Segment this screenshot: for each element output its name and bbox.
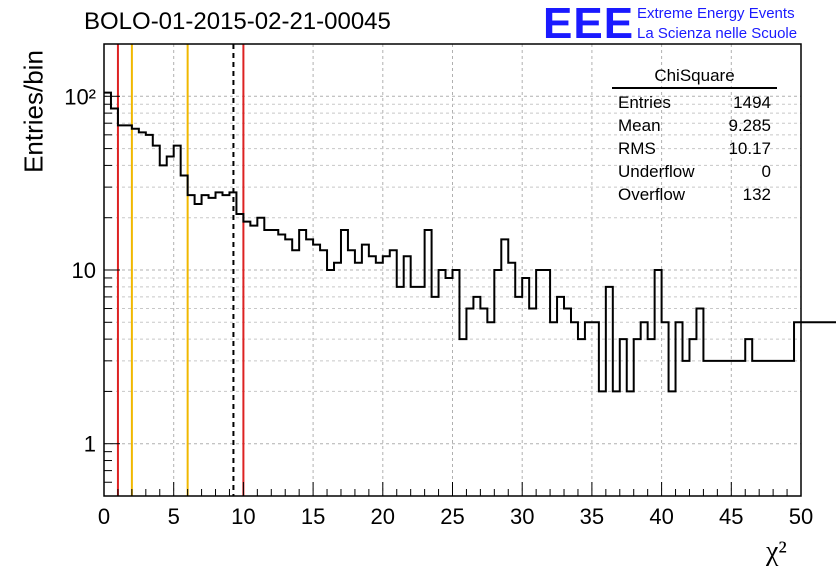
logo-line-2: La Scienza nelle Scuole <box>637 25 798 42</box>
stats-label: Entries <box>618 93 671 112</box>
stats-value: 10.17 <box>728 139 771 158</box>
stats-row: RMS 10.17 <box>612 137 777 160</box>
x-axis-label: χ² <box>766 536 787 567</box>
logo-caption: Extreme Energy Events La Scienza nelle S… <box>637 4 797 44</box>
stats-label: RMS <box>618 139 656 158</box>
stats-label: Mean <box>618 116 661 135</box>
x-tick-label: 45 <box>719 504 743 529</box>
x-tick-label: 20 <box>371 504 395 529</box>
stats-label: Overflow <box>618 185 686 204</box>
y-tick-label: 1 <box>84 432 96 457</box>
y-tick-label: 10 <box>72 258 96 283</box>
axis-tick-labels: 0 5 10 15 20 25 30 35 40 45 50 1 10 10² <box>64 84 813 529</box>
stats-row: Underflow 0 <box>612 160 777 183</box>
histogram-series <box>104 91 836 393</box>
stats-value: 132 <box>742 185 771 204</box>
eee-logo: EEE <box>543 0 635 48</box>
stats-value: 1494 <box>733 93 771 112</box>
stats-value: 0 <box>761 162 771 181</box>
stats-row: Overflow 132 <box>612 183 777 206</box>
x-tick-label: 10 <box>231 504 255 529</box>
x-tick-label: 30 <box>510 504 534 529</box>
stats-value: 9.285 <box>728 116 771 135</box>
chart-title: BOLO-01-2015-02-21-00045 <box>84 8 391 35</box>
x-tick-label: 50 <box>789 504 813 529</box>
x-tick-label: 35 <box>580 504 604 529</box>
stats-title: ChiSquare <box>612 66 777 89</box>
x-tick-label: 5 <box>168 504 180 529</box>
stats-row: Mean 9.285 <box>612 114 777 137</box>
logo-line-1: Extreme Energy Events <box>637 5 795 22</box>
x-tick-label: 0 <box>98 504 110 529</box>
x-tick-label: 25 <box>440 504 464 529</box>
stats-row: Entries 1494 <box>612 91 777 114</box>
x-tick-label: 40 <box>649 504 673 529</box>
x-tick-label: 15 <box>301 504 325 529</box>
axis-ticks <box>103 43 802 496</box>
stats-label: Underflow <box>618 162 695 181</box>
y-axis-label: Entries/bin <box>18 50 49 173</box>
stats-box: ChiSquare Entries 1494 Mean 9.285 RMS 10.17… <box>612 66 777 206</box>
y-tick-label: 10² <box>64 84 96 109</box>
grid-lines <box>104 44 801 496</box>
